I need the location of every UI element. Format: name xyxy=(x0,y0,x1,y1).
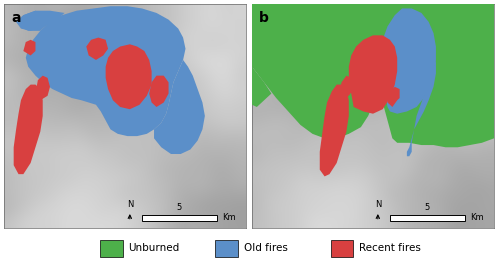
Text: 5: 5 xyxy=(177,204,182,213)
Bar xyxy=(142,215,217,221)
Bar xyxy=(216,240,238,257)
Text: b: b xyxy=(260,11,269,25)
Polygon shape xyxy=(441,8,470,38)
Polygon shape xyxy=(252,4,494,147)
Polygon shape xyxy=(36,76,50,100)
Bar xyxy=(331,240,353,257)
Polygon shape xyxy=(388,87,400,107)
Polygon shape xyxy=(16,11,50,31)
Bar xyxy=(390,215,465,221)
Polygon shape xyxy=(252,67,272,107)
Polygon shape xyxy=(380,8,436,114)
Text: Old fires: Old fires xyxy=(244,244,288,254)
Polygon shape xyxy=(26,6,186,136)
Text: 5: 5 xyxy=(425,204,430,213)
Text: Recent fires: Recent fires xyxy=(360,244,421,254)
Text: N: N xyxy=(126,200,133,209)
Polygon shape xyxy=(407,60,436,156)
Text: a: a xyxy=(12,11,21,25)
Text: N: N xyxy=(374,200,381,209)
Polygon shape xyxy=(14,85,42,174)
Text: Km: Km xyxy=(222,213,235,222)
Polygon shape xyxy=(339,76,353,98)
Polygon shape xyxy=(349,35,397,114)
Polygon shape xyxy=(106,44,152,109)
Polygon shape xyxy=(16,11,64,31)
Polygon shape xyxy=(154,60,205,154)
Polygon shape xyxy=(149,76,169,107)
Polygon shape xyxy=(86,38,108,60)
Text: Unburned: Unburned xyxy=(128,244,180,254)
Text: Km: Km xyxy=(470,213,484,222)
Polygon shape xyxy=(320,85,349,176)
Polygon shape xyxy=(24,40,36,55)
Bar xyxy=(100,240,122,257)
